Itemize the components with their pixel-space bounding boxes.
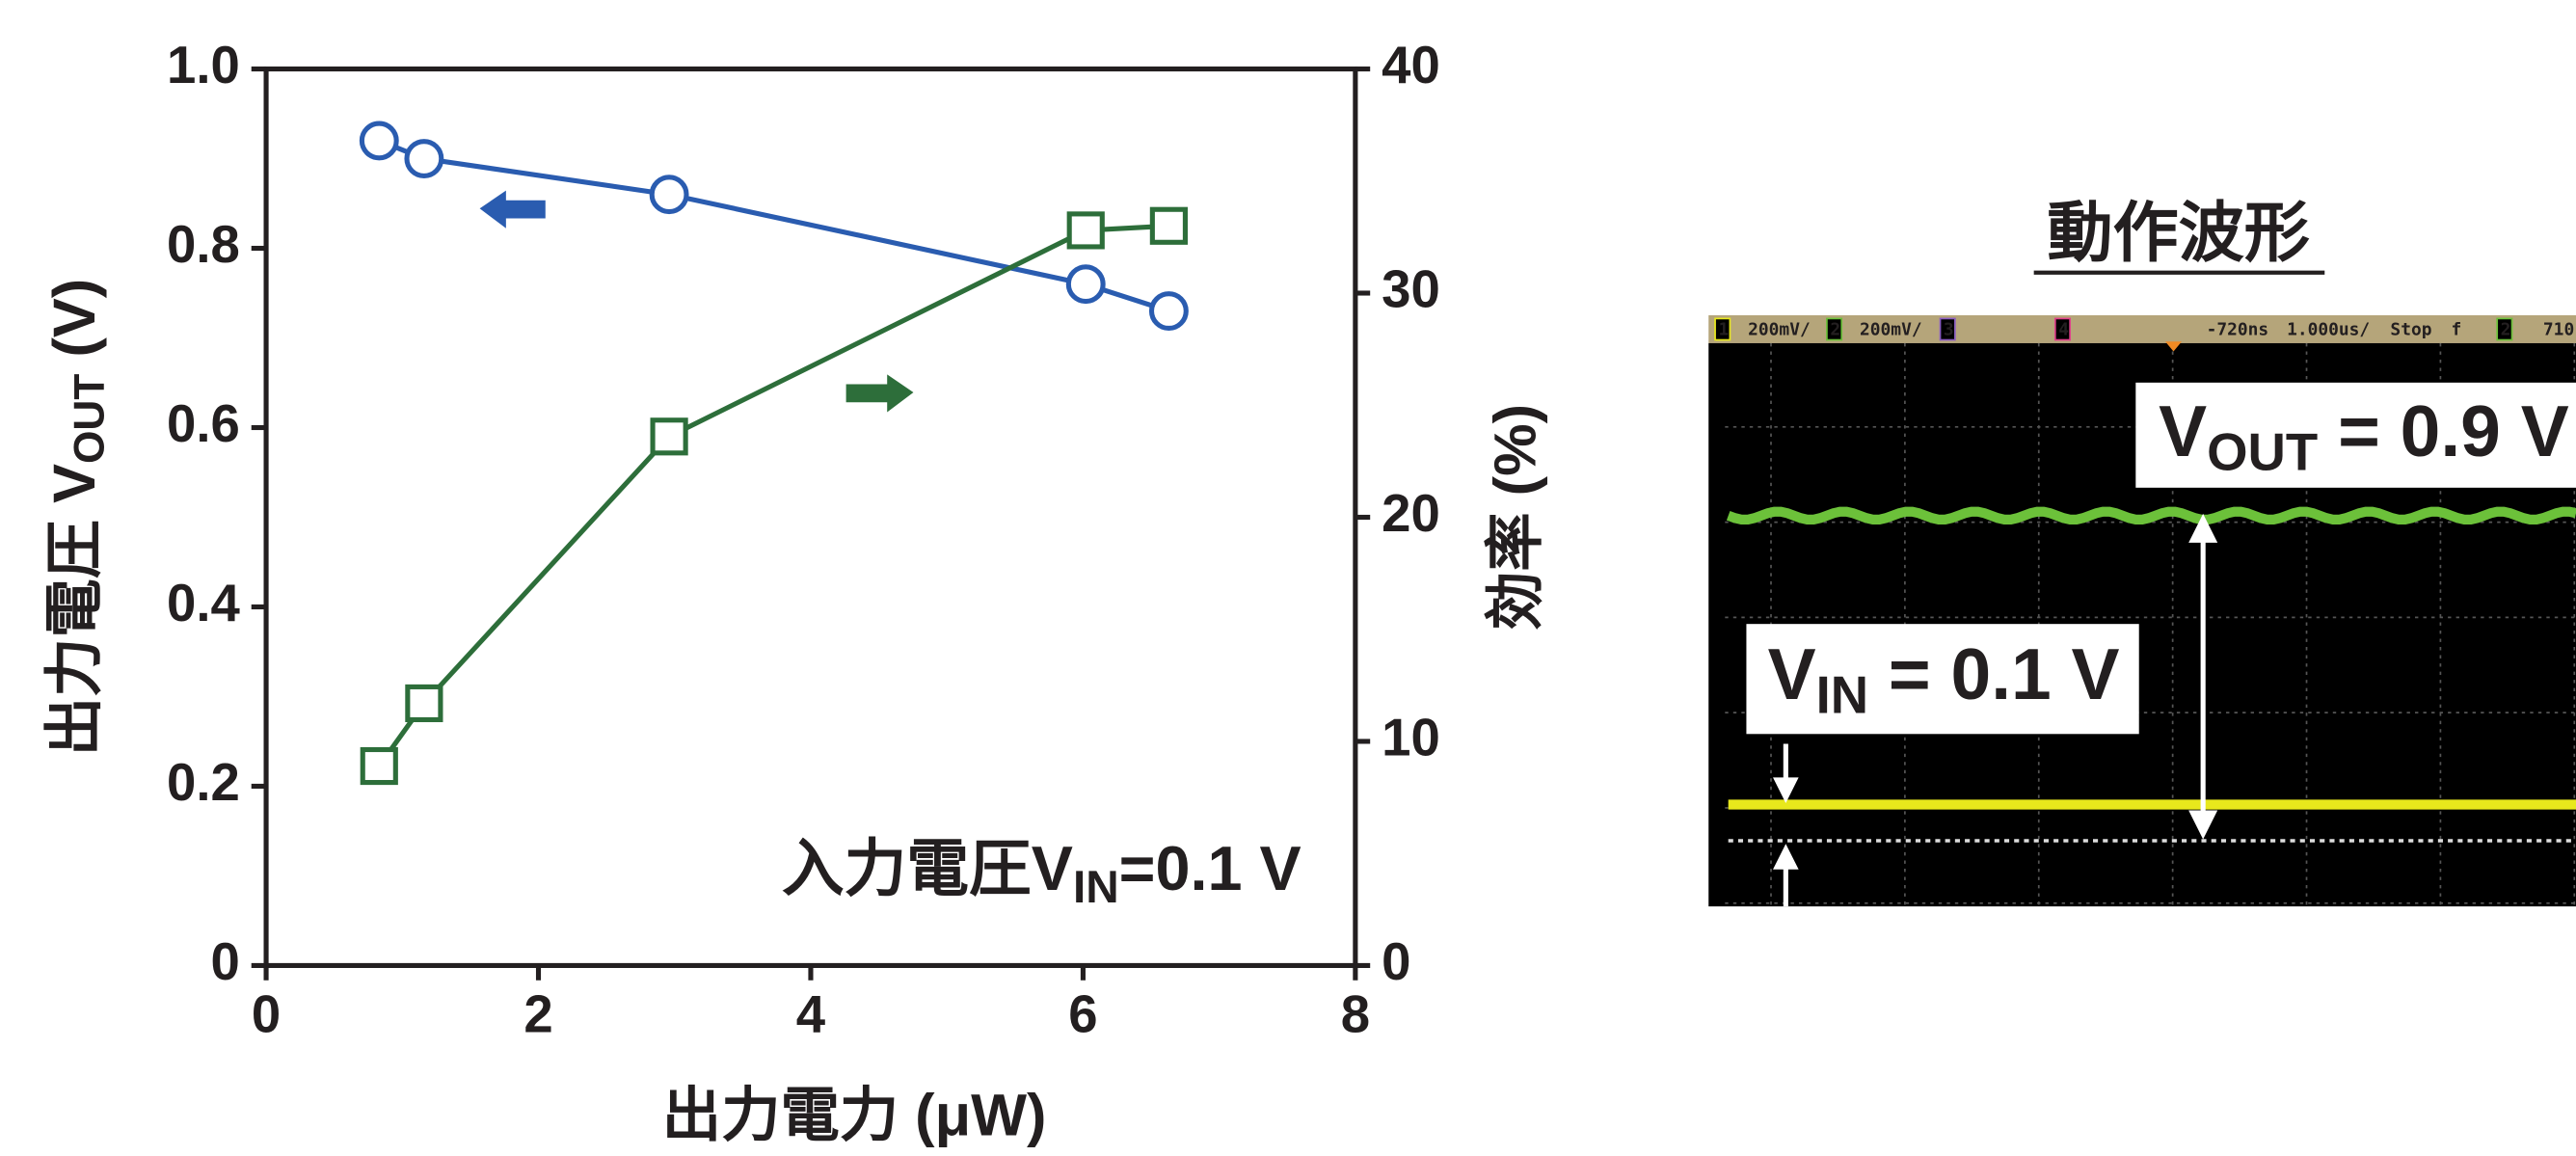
y-label-text: 出力電圧 V: [40, 464, 107, 756]
data-point: [653, 420, 685, 453]
status-text: 200mV/: [1860, 319, 1922, 339]
data-point: [407, 142, 442, 176]
status-text: f: [2451, 319, 2461, 339]
status-text: 200mV/: [1748, 319, 1811, 339]
data-point: [362, 123, 396, 158]
y-tick-label: 0.2: [167, 753, 240, 812]
scope-title: 動作波形: [2047, 197, 2310, 270]
annotation: 入力電圧VIN=0.1 V: [782, 833, 1301, 913]
annotation-text: 入力電圧V: [782, 833, 1073, 903]
x-tick-label: 8: [1341, 984, 1370, 1043]
vin-suffix: = 0.1 V: [1868, 633, 2119, 714]
series-line: [379, 141, 1168, 311]
y2-tick-label: 30: [1382, 259, 1440, 318]
data-point: [408, 686, 441, 719]
y-label-sub: OUT: [66, 374, 113, 464]
vout-waveform: [1729, 512, 2576, 520]
y-tick-label: 0.4: [167, 574, 240, 632]
y-tick-label: 0: [210, 932, 239, 991]
y-tick-label: 1.0: [167, 36, 240, 94]
data-point: [1068, 267, 1103, 302]
y-label-suffix: (V): [40, 279, 107, 374]
series-line: [379, 226, 1168, 766]
status-text: 4: [2058, 319, 2069, 339]
y2-tick-label: 0: [1382, 932, 1410, 991]
vout-text: V: [2159, 390, 2207, 471]
x-tick-label: 6: [1068, 984, 1097, 1043]
data-point: [1069, 214, 1102, 247]
status-text: 3: [1944, 319, 1954, 339]
plot-frame: [266, 69, 1355, 966]
y-tick-label: 0.6: [167, 394, 240, 453]
axis-arrow-left: [480, 191, 546, 229]
data-point: [362, 750, 395, 783]
y2-axis-label: 効率 (%): [1481, 404, 1547, 631]
data-point: [652, 177, 686, 212]
x-tick-label: 4: [796, 984, 826, 1043]
y2-tick-label: 10: [1382, 708, 1440, 766]
page: 出力電力 (μW) 出力電圧 VOUT (V) 効率 (%) 入力電圧VIN=0…: [0, 0, 2576, 1156]
x-axis-label: 出力電力 (μW): [662, 1082, 1047, 1148]
x-tick-label: 2: [523, 984, 552, 1043]
annotation-suffix: =0.1 V: [1119, 833, 1301, 903]
status-text: 2: [2501, 319, 2511, 339]
status-text: 1: [1718, 319, 1729, 339]
y2-tick-label: 40: [1382, 36, 1440, 94]
x-tick-label: 0: [252, 984, 281, 1043]
status-text: Stop: [2390, 319, 2431, 339]
data-point: [1152, 209, 1185, 242]
status-text: 2: [1830, 319, 1840, 339]
vin-text: V: [1768, 633, 1816, 714]
status-text: 1.000us/: [2287, 319, 2370, 339]
y2-tick-label: 20: [1382, 484, 1440, 543]
annotation-sub: IN: [1073, 862, 1119, 913]
figure: 出力電力 (μW) 出力電圧 VOUT (V) 効率 (%) 入力電圧VIN=0…: [0, 0, 2576, 1156]
vout-sub: OUT: [2207, 423, 2318, 482]
axis-arrow-right: [846, 374, 914, 412]
status-text: 710: [2543, 319, 2574, 339]
vout-suffix: = 0.9 V: [2318, 390, 2568, 471]
vin-sub: IN: [1816, 666, 1869, 725]
status-text: -720ns: [2207, 319, 2269, 339]
y-axis-label: 出力電圧 VOUT (V): [40, 279, 113, 756]
data-point: [1151, 294, 1186, 329]
y-tick-label: 0.8: [167, 215, 240, 274]
